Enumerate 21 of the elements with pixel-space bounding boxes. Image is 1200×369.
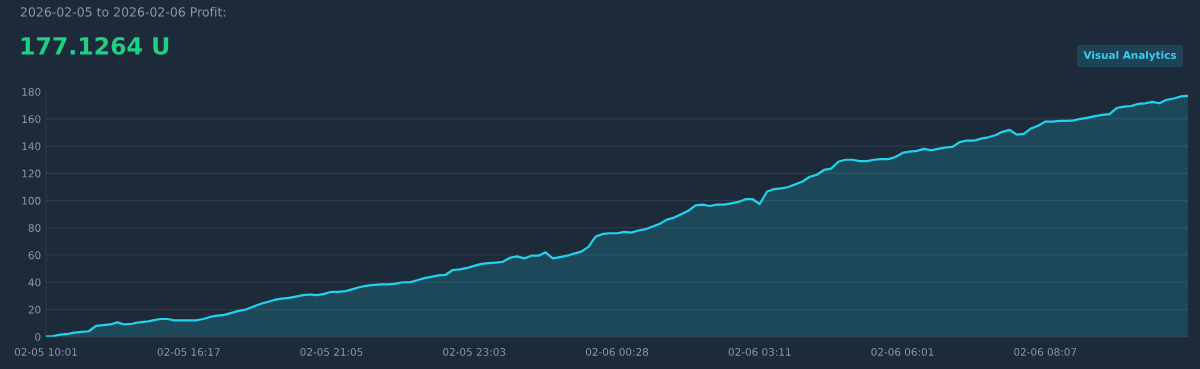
chart-subtitle: 177.1264 U bbox=[21, 36, 169, 55]
x-tick-label: 02-06 08:07 bbox=[1014, 348, 1077, 356]
y-tick-label: 140 bbox=[22, 142, 41, 151]
y-tick-label: 80 bbox=[28, 224, 41, 232]
y-tick-label: 60 bbox=[28, 251, 41, 260]
x-tick-label: 02-05 23:03 bbox=[443, 348, 506, 356]
x-tick-label: 02-06 03:11 bbox=[728, 348, 791, 356]
y-tick-label: 100 bbox=[22, 196, 41, 205]
y-tick-label: 160 bbox=[22, 115, 41, 124]
y-tick-label: 120 bbox=[22, 169, 41, 178]
text: Visual Analytics bbox=[1083, 50, 1177, 62]
y-tick-label: 180 bbox=[22, 87, 41, 96]
y-tick-label: 0 bbox=[35, 332, 41, 341]
chart-title: 2026-02-05 to 2026-02-06 Profit: bbox=[20, 6, 226, 17]
x-tick-label: 02-05 10:01 bbox=[14, 348, 77, 356]
x-tick-label: 02-05 21:05 bbox=[300, 348, 363, 356]
x-tick-label: 02-05 16:17 bbox=[157, 348, 220, 356]
x-tick-label: 02-06 00:28 bbox=[585, 348, 649, 356]
x-tick-label: 02-06 06:01 bbox=[871, 348, 934, 356]
y-tick-label: 40 bbox=[28, 278, 41, 287]
y-tick-label: 20 bbox=[28, 305, 41, 314]
